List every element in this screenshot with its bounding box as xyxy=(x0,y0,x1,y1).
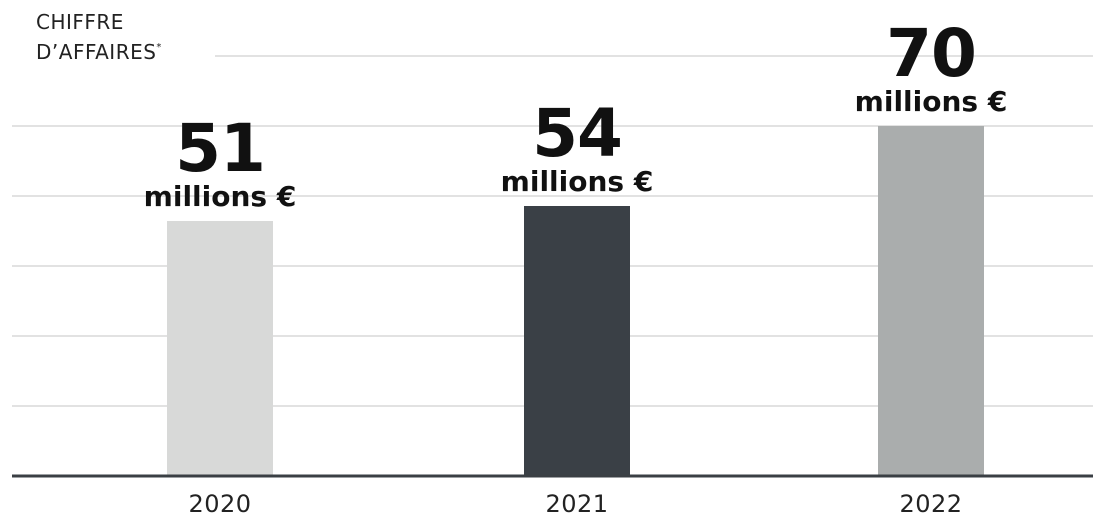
value-label-2021: 54 xyxy=(532,95,622,172)
bar-2022 xyxy=(878,126,984,476)
value-label-2020: 51 xyxy=(175,110,265,187)
chart-title-line-1: CHIFFRE xyxy=(36,10,124,34)
x-tick-label-2021: 2021 xyxy=(545,490,608,517)
chart-title-line-2: D’AFFAIRES* xyxy=(36,40,162,64)
value-label-2022: 70 xyxy=(886,15,976,92)
title-asterisk: * xyxy=(156,42,162,53)
unit-label-2021: millions € xyxy=(501,165,654,198)
unit-label-2022: millions € xyxy=(855,85,1008,118)
x-tick-label-2022: 2022 xyxy=(899,490,962,517)
unit-label-2020: millions € xyxy=(144,180,297,213)
bar-2021 xyxy=(524,206,630,476)
bar-2020 xyxy=(167,221,273,476)
x-tick-label-2020: 2020 xyxy=(188,490,251,517)
